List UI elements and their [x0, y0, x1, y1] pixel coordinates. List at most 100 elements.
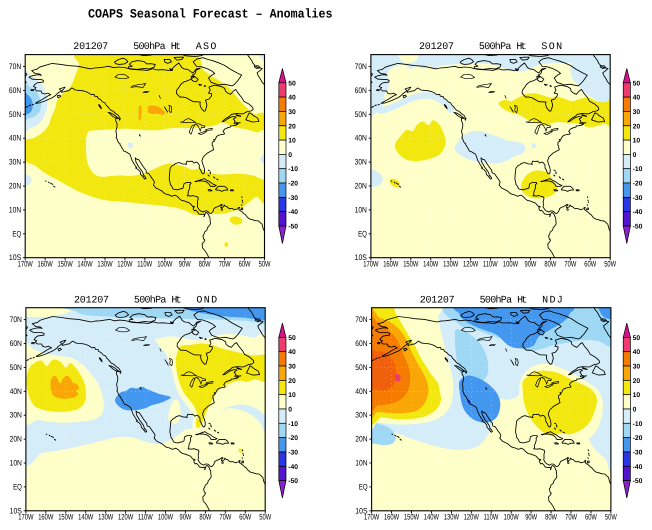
svg-text:SON: SON — [541, 42, 562, 53]
svg-text:40N: 40N — [9, 134, 21, 143]
svg-text:70W: 70W — [564, 259, 576, 268]
svg-text:-20: -20 — [288, 181, 298, 188]
svg-text:40N: 40N — [10, 387, 22, 396]
svg-text:70W: 70W — [219, 259, 231, 268]
svg-text:20: 20 — [633, 378, 641, 385]
svg-text:130W: 130W — [97, 259, 113, 268]
svg-text:-50: -50 — [288, 478, 298, 485]
svg-text:130W: 130W — [444, 512, 460, 521]
svg-text:-30: -30 — [288, 450, 298, 457]
svg-text:50N: 50N — [355, 110, 367, 119]
svg-text:110W: 110W — [137, 259, 152, 268]
svg-text:Ht: Ht — [517, 295, 527, 306]
svg-text:30: 30 — [288, 364, 296, 371]
svg-text:90W: 90W — [179, 259, 191, 268]
svg-text:60N: 60N — [10, 339, 22, 348]
svg-text:20: 20 — [633, 123, 641, 130]
svg-text:140W: 140W — [424, 512, 440, 521]
svg-text:NDJ: NDJ — [542, 295, 563, 306]
svg-text:140W: 140W — [423, 259, 439, 268]
svg-text:80W: 80W — [544, 259, 556, 268]
svg-text:10N: 10N — [355, 459, 367, 468]
svg-text:-10: -10 — [288, 421, 298, 428]
svg-text:160W: 160W — [38, 259, 54, 268]
svg-text:120W: 120W — [118, 512, 134, 521]
svg-text:40N: 40N — [355, 134, 367, 143]
svg-text:COAPS Seasonal Forecast – Anom: COAPS Seasonal Forecast – Anomalies — [88, 7, 333, 22]
svg-text:50: 50 — [288, 335, 296, 342]
svg-text:500hPa: 500hPa — [479, 41, 512, 53]
svg-text:110W: 110W — [484, 512, 499, 521]
svg-text:20N: 20N — [9, 182, 21, 191]
svg-text:70N: 70N — [10, 315, 22, 324]
svg-text:10N: 10N — [9, 205, 21, 214]
svg-text:120W: 120W — [117, 259, 133, 268]
svg-text:150W: 150W — [58, 259, 74, 268]
svg-text:60W: 60W — [585, 512, 597, 521]
svg-text:40: 40 — [633, 95, 641, 102]
svg-text:150W: 150W — [58, 512, 74, 521]
svg-text:10S: 10S — [355, 506, 367, 515]
svg-text:30: 30 — [633, 109, 641, 116]
svg-text:60W: 60W — [239, 512, 251, 521]
svg-text:70N: 70N — [9, 62, 21, 71]
svg-text:-20: -20 — [633, 435, 643, 442]
svg-text:10S: 10S — [9, 253, 21, 262]
svg-text:EQ: EQ — [358, 229, 367, 238]
svg-text:-50: -50 — [288, 224, 298, 231]
svg-text:201207: 201207 — [74, 295, 109, 306]
svg-text:60N: 60N — [9, 86, 21, 95]
svg-text:50: 50 — [633, 80, 641, 87]
svg-text:500hPa: 500hPa — [134, 294, 167, 306]
svg-text:150W: 150W — [403, 259, 419, 268]
svg-text:-30: -30 — [633, 450, 643, 457]
svg-text:0: 0 — [288, 152, 292, 159]
svg-text:140W: 140W — [77, 259, 93, 268]
svg-text:-30: -30 — [633, 195, 643, 202]
svg-text:20N: 20N — [355, 435, 367, 444]
svg-text:30N: 30N — [10, 411, 22, 420]
svg-text:201207: 201207 — [73, 42, 108, 53]
svg-text:20N: 20N — [355, 182, 367, 191]
svg-text:160W: 160W — [383, 259, 399, 268]
svg-text:50N: 50N — [9, 110, 21, 119]
svg-text:70N: 70N — [355, 315, 367, 324]
svg-text:500hPa: 500hPa — [480, 294, 512, 306]
svg-text:20: 20 — [288, 123, 296, 130]
svg-text:100W: 100W — [157, 259, 173, 268]
svg-text:150W: 150W — [404, 512, 420, 521]
svg-text:20N: 20N — [10, 435, 22, 444]
svg-text:170W: 170W — [18, 512, 34, 521]
svg-text:160W: 160W — [384, 512, 400, 521]
svg-text:-10: -10 — [633, 421, 643, 428]
svg-text:201207: 201207 — [419, 42, 454, 53]
svg-text:10S: 10S — [10, 506, 22, 515]
svg-text:160W: 160W — [38, 512, 54, 521]
svg-text:0: 0 — [633, 152, 637, 159]
svg-text:10: 10 — [633, 138, 641, 145]
svg-text:60W: 60W — [584, 259, 596, 268]
svg-text:10: 10 — [288, 138, 296, 145]
svg-text:50W: 50W — [259, 512, 271, 521]
svg-text:130W: 130W — [443, 259, 459, 268]
svg-text:30N: 30N — [355, 411, 367, 420]
svg-text:100W: 100W — [158, 512, 174, 521]
svg-text:40N: 40N — [355, 387, 367, 396]
svg-text:30N: 30N — [355, 158, 367, 167]
svg-text:-40: -40 — [633, 464, 643, 471]
svg-text:201207: 201207 — [420, 295, 455, 306]
svg-text:60W: 60W — [239, 259, 251, 268]
svg-text:-50: -50 — [633, 224, 643, 231]
svg-text:20: 20 — [288, 378, 296, 385]
svg-text:500hPa: 500hPa — [133, 41, 166, 53]
svg-text:Ht: Ht — [516, 42, 526, 53]
svg-text:ASO: ASO — [196, 42, 217, 53]
svg-text:50: 50 — [633, 335, 641, 342]
svg-text:50N: 50N — [355, 363, 367, 372]
svg-text:60N: 60N — [355, 86, 367, 95]
svg-text:10: 10 — [633, 392, 641, 399]
svg-text:80W: 80W — [199, 259, 211, 268]
svg-text:0: 0 — [633, 407, 637, 414]
svg-text:10N: 10N — [10, 459, 22, 468]
svg-text:90W: 90W — [525, 512, 537, 521]
